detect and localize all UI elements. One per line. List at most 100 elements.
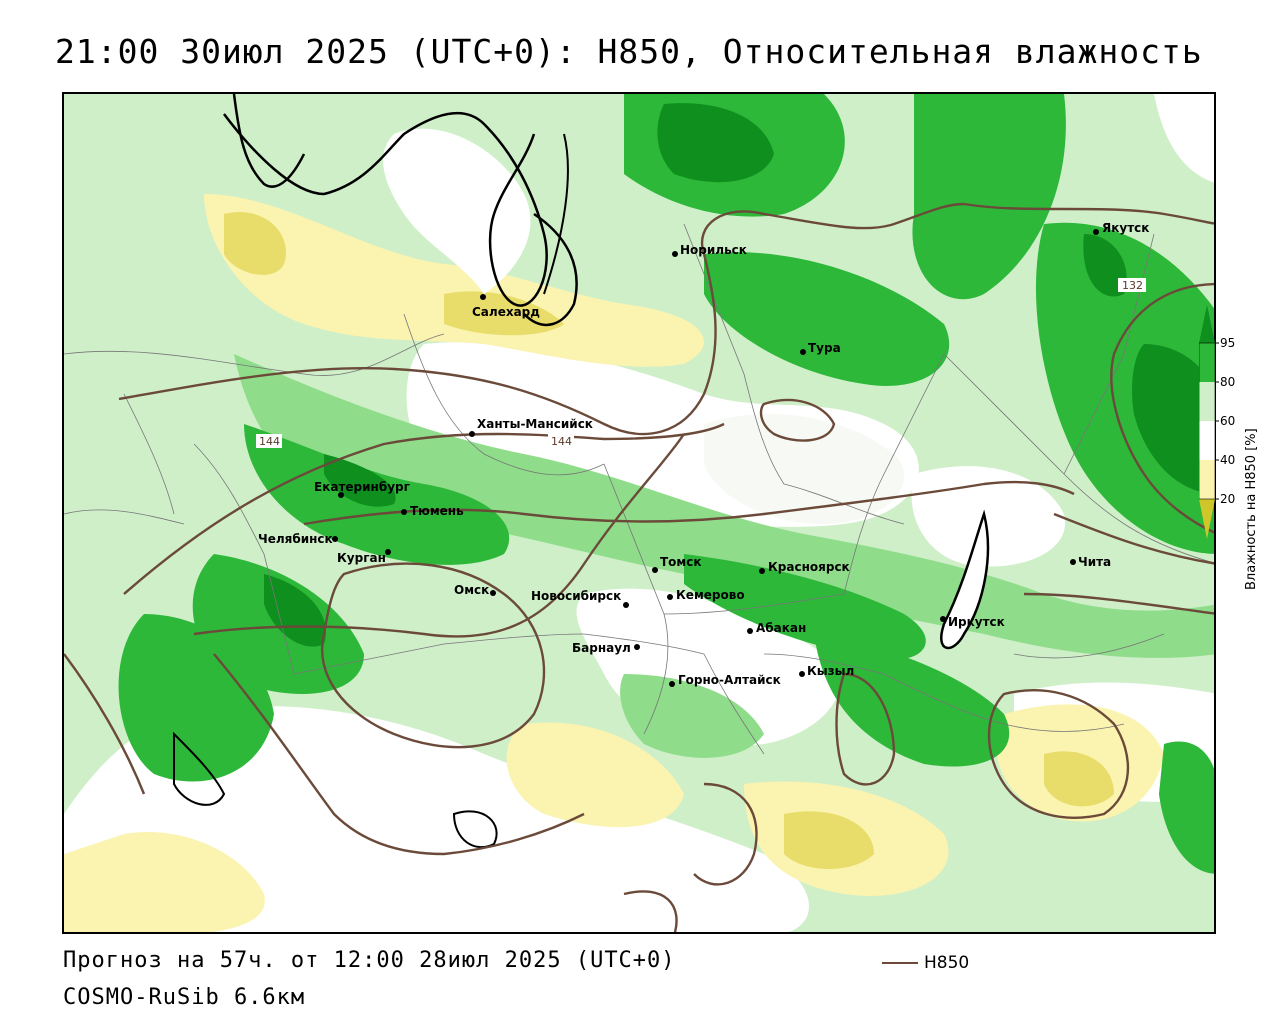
city-dot [747, 628, 753, 634]
kara-sea [383, 128, 531, 294]
dry-region [911, 466, 1066, 567]
contour-label-box [1118, 278, 1146, 292]
contour-label: 132 [1122, 279, 1143, 292]
city-label-khanty-mansiysk: Ханты-Мансийск [477, 417, 593, 431]
low-humidity-zone [506, 722, 684, 828]
coastline [173, 731, 226, 806]
colorbar-tick-label: 95 [1220, 336, 1235, 350]
city-dot [669, 681, 675, 687]
moist-band [684, 554, 926, 660]
colorbar-arrow-bottom [1199, 499, 1215, 539]
city-dot [940, 616, 946, 622]
h850-contours [64, 202, 1214, 932]
colorbar-step [1199, 343, 1215, 382]
city-label-omsk: Омск [454, 583, 489, 597]
city-label-kemerovo: Кемерово [676, 588, 745, 602]
forecast-info: Прогноз на 57ч. от 12:00 28июл 2025 (UTC… [63, 948, 676, 973]
colorbar-step [1199, 460, 1215, 499]
contour-label: 144 [551, 435, 572, 448]
coastline [232, 94, 306, 188]
low-humidity-zone [784, 811, 874, 869]
low-humidity-zone [1044, 751, 1114, 807]
very-moist-zone [1132, 344, 1214, 494]
humidity-map: 144 144 132 Норильск Якутск Салехард Тур… [64, 94, 1214, 932]
city-dot [672, 251, 678, 257]
colorbar-tick-label: 60 [1220, 414, 1235, 428]
city-label-chelyabinsk: Челябинск [258, 532, 333, 546]
model-name: COSMO-RuSib 6.6км [63, 985, 306, 1010]
lake-baikal [940, 509, 990, 650]
colorbar-tick-label: 40 [1220, 453, 1235, 467]
map-blank-corner [1154, 94, 1214, 183]
admin-borders [64, 223, 1214, 755]
low-humidity-zone [444, 291, 564, 336]
h850-line-label: H850 [924, 953, 970, 973]
city-label-tyumen: Тюмень [410, 504, 464, 518]
line-legend: H850 [882, 953, 969, 973]
city-label-abakan: Абакан [756, 621, 806, 635]
lake-balkhash [452, 810, 498, 849]
city-dot [490, 590, 496, 596]
colorbar-step [1199, 421, 1215, 460]
city-dot [800, 349, 806, 355]
city-label-kyzyl: Кызыл [807, 664, 854, 678]
city-label-salekhard: Салехард [472, 305, 540, 319]
city-dot [634, 644, 640, 650]
contour-labels: 144 144 132 [256, 278, 1146, 448]
dry-region [704, 414, 905, 524]
city-markers: Норильск Якутск Салехард Тура Ханты-Манс… [258, 221, 1149, 687]
colorbar-tick-label: 80 [1220, 375, 1235, 389]
low-humidity-zone [64, 832, 265, 932]
city-dot [385, 549, 391, 555]
city-label-kurgan: Курган [337, 551, 386, 565]
city-dot [759, 568, 765, 574]
very-moist-zone [264, 574, 326, 647]
map-area[interactable]: 144 144 132 Норильск Якутск Салехард Тур… [62, 92, 1216, 934]
city-label-gorno-altaysk: Горно-Алтайск [678, 673, 781, 687]
colorbar-tick-label: 20 [1220, 492, 1235, 506]
city-label-norilsk: Норильск [680, 243, 747, 257]
h850-line-swatch [882, 962, 918, 964]
city-dot [480, 294, 486, 300]
city-label-barnaul: Барнаул [572, 641, 631, 655]
city-label-novosibirsk: Новосибирск [531, 589, 621, 603]
city-label-yekaterinburg: Екатеринбург [314, 480, 410, 494]
contour-label-box [548, 434, 574, 448]
colorbar-arrow-top [1199, 305, 1215, 343]
city-dot [799, 671, 805, 677]
low-humidity-zone [204, 194, 704, 367]
city-label-tura: Тура [808, 341, 841, 355]
coastline [523, 212, 578, 326]
city-dot [401, 509, 407, 515]
city-label-chita: Чита [1078, 555, 1111, 569]
city-dot [1093, 229, 1099, 235]
contour-label: 144 [259, 435, 280, 448]
moist-band [620, 674, 764, 758]
moist-band [912, 94, 1066, 300]
city-dot [652, 567, 658, 573]
moist-band [704, 252, 950, 386]
coastline [223, 111, 548, 307]
contour-label-box [256, 434, 282, 448]
moist-band [118, 614, 274, 782]
city-dot [1070, 559, 1076, 565]
moist-band [1159, 741, 1214, 874]
map-title: 21:00 30июл 2025 (UTC+0): H850, Относите… [55, 32, 1203, 71]
city-label-irkutsk: Иркутск [948, 615, 1005, 629]
city-dot [623, 602, 629, 608]
city-dot [469, 431, 475, 437]
city-label-krasnoyarsk: Красноярск [768, 560, 850, 574]
colorbar-title: Влажность на H850 [%] [1244, 428, 1259, 590]
colorbar-step [1199, 382, 1215, 421]
city-label-yakutsk: Якутск [1102, 221, 1149, 235]
city-dot [338, 492, 344, 498]
coastline [543, 133, 569, 295]
city-dot [667, 594, 673, 600]
colorbar-graphic: 95 80 60 40 20 [1198, 305, 1235, 539]
moist-band [814, 634, 1010, 767]
very-moist-zone [1083, 234, 1127, 297]
low-humidity-zone [224, 212, 286, 275]
city-dot [332, 536, 338, 542]
colorbar: 95 80 60 40 20 [1198, 305, 1279, 605]
city-label-tomsk: Томск [660, 555, 702, 569]
